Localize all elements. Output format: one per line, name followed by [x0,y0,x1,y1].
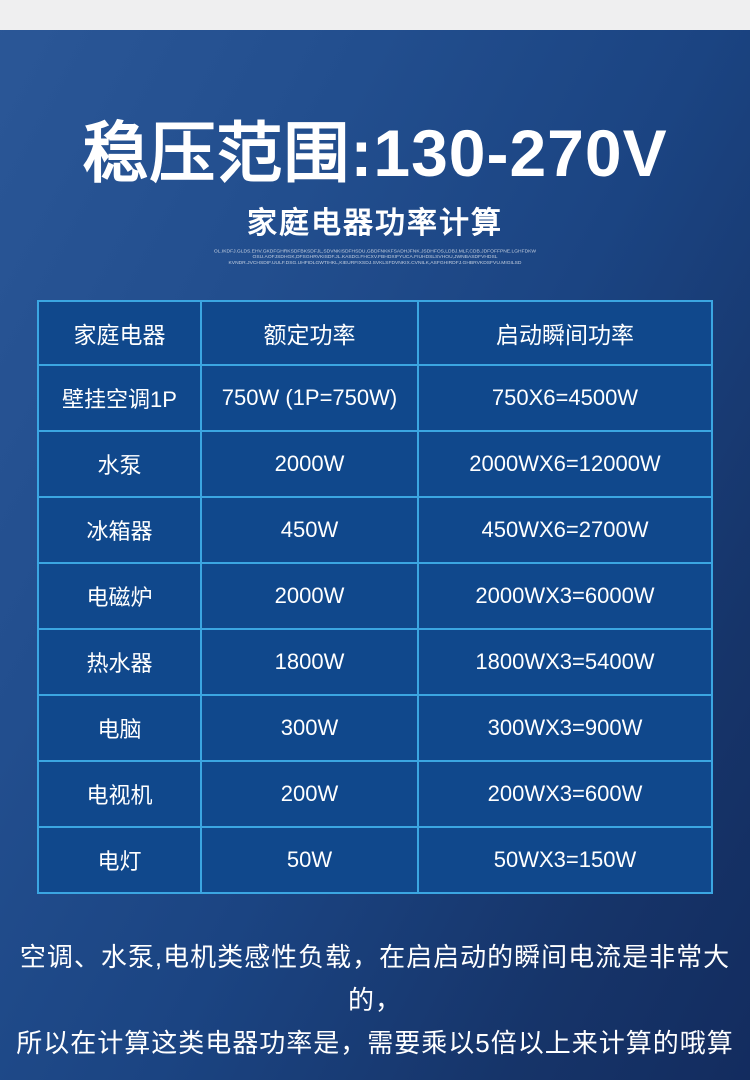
cell-appliance: 水泵 [37,430,202,498]
page-title: 稳压范围:130-270V [82,116,668,190]
header-cell-startup-power: 启动瞬间功率 [417,300,713,366]
cell-appliance: 电视机 [37,760,202,828]
footer-note-line-1: 空调、水泵,电机类感性负载，在启启动的瞬间电流是非常大的， [19,942,731,1015]
cell-rated-power: 200W [200,760,419,828]
cell-startup-power: 2000WX3=6000W [417,562,713,630]
cell-rated-power: 750W (1P=750W) [200,364,419,432]
footer-note-line-2: 所以在计算这类电器功率是，需要乘以5倍以上来计算的哦算 [16,1028,734,1058]
cell-startup-power: 50WX3=150W [417,826,713,894]
cell-appliance: 冰箱器 [37,496,202,564]
page-subtitle: 家庭电器功率计算 [247,207,503,240]
header-cell-rated-power: 额定功率 [200,300,419,366]
cell-startup-power: 1800WX3=5400W [417,628,713,696]
cell-rated-power: 1800W [200,628,419,696]
header-cell-appliance: 家庭电器 [37,300,202,366]
cell-rated-power: 50W [200,826,419,894]
table-row: 电脑 300W 300WX3=900W [37,694,713,762]
cell-appliance: 电磁炉 [37,562,202,630]
table-row: 电灯 50W 50WX3=150W [37,826,713,894]
cell-startup-power: 200WX3=600W [417,760,713,828]
fine-print: OL.IKDFJ.GLDS.EHV.GKDFGHRKSDFBKSDFJL,SDV… [68,249,683,266]
cell-appliance: 热水器 [37,628,202,696]
table-row: 冰箱器 450W 450WX6=2700W [37,496,713,564]
cell-rated-power: 2000W [200,430,419,498]
table-header-row: 家庭电器 额定功率 启动瞬间功率 [37,300,713,366]
cell-startup-power: 750X6=4500W [417,364,713,432]
cell-appliance: 电灯 [37,826,202,894]
table-row: 电磁炉 2000W 2000WX3=6000W [37,562,713,630]
cell-startup-power: 300WX3=900W [417,694,713,762]
top-strip [0,0,750,30]
table-row: 水泵 2000W 2000WX6=12000W [37,430,713,498]
fine-print-line: OL.IKDFJ.GLDS.EHV.GKDFGHRKSDFBKSDFJL,SDV… [213,249,537,254]
table-row: 热水器 1800W 1800WX3=5400W [37,628,713,696]
cell-rated-power: 300W [200,694,419,762]
fine-print-line: KVNDR.JVCHSDIF.UULF.DSG.UHFIDLGWTIHKL,KI… [228,260,522,266]
fine-print-line: OSU.AOFJSDHGK,DFSGHRVKISDF.JL.KASDG.FHCX… [252,254,498,260]
table-row: 电视机 200W 200WX3=600W [37,760,713,828]
cell-startup-power: 450WX6=2700W [417,496,713,564]
power-table: 家庭电器 额定功率 启动瞬间功率 壁挂空调1P 750W (1P=750W) 7… [37,300,713,894]
cell-appliance: 壁挂空调1P [37,364,202,432]
cell-rated-power: 450W [200,496,419,564]
cell-startup-power: 2000WX6=12000W [417,430,713,498]
table-row: 壁挂空调1P 750W (1P=750W) 750X6=4500W [37,364,713,432]
cell-appliance: 电脑 [37,694,202,762]
footer-note: 空调、水泵,电机类感性负载，在启启动的瞬间电流是非常大的， 所以在计算这类电器功… [0,936,750,1065]
cell-rated-power: 2000W [200,562,419,630]
